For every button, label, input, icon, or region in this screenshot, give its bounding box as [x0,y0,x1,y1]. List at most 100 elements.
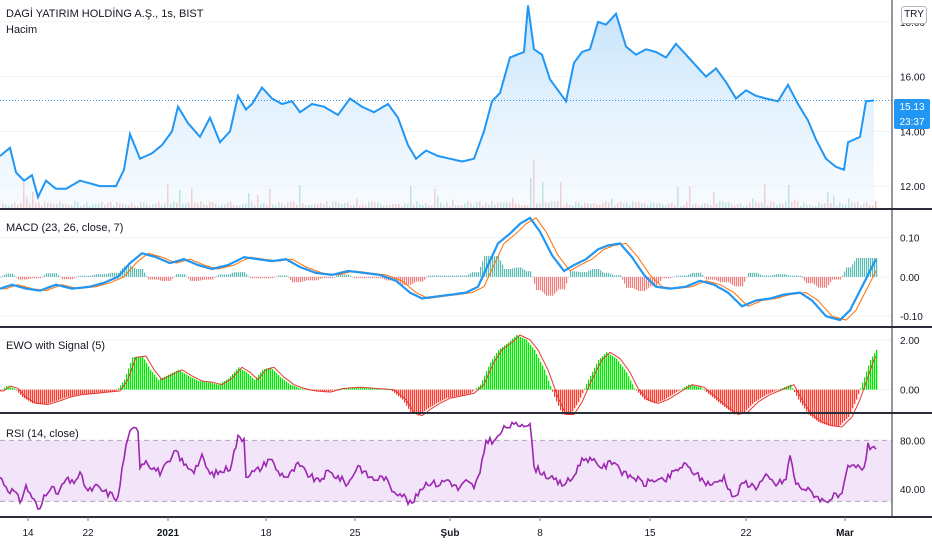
macd-histogram-bar [466,275,468,277]
macd-histogram-bar [676,275,678,277]
macd-histogram-bar [806,276,808,284]
ewo-bar [660,389,662,402]
ewo-bar [60,389,62,400]
ewo-bar [78,389,80,395]
macd-histogram-bar [290,276,292,281]
macd-histogram-bar [294,276,296,283]
ewo-bar [240,368,242,390]
ewo-bar [848,389,850,417]
ewo-bar [260,372,262,390]
macd-histogram-bar [422,276,424,282]
ewo-bar [262,369,264,390]
ewo-bar [608,353,610,390]
macd-histogram-bar [858,257,860,277]
macd-label[interactable]: MACD (23, 26, close, 7) [6,222,124,234]
macd-histogram-bar [228,274,230,277]
ewo-bar [80,389,82,395]
macd-histogram-bar [330,276,332,279]
macd-histogram-bar [62,276,64,280]
ewo-bar [596,363,598,390]
macd-histogram-bar [490,256,492,277]
ewo-bar [538,357,540,390]
macd-histogram-bar [226,274,228,277]
ewo-bar [374,388,376,390]
time-tick-label: 8 [537,528,543,539]
macd-histogram-bar [36,276,38,279]
macd-histogram-bar [566,276,568,284]
ewo-bar [422,389,424,413]
macd-histogram-bar [492,256,494,277]
macd-histogram-bar [410,276,412,285]
macd-histogram-bar [222,274,224,277]
macd-histogram-bar [828,276,830,285]
ewo-pane[interactable] [0,334,878,428]
macd-histogram-bar [678,275,680,277]
macd-histogram-bar [366,276,368,279]
macd-histogram-bar [672,276,674,278]
macd-histogram-bar [508,269,510,277]
rsi-pane[interactable] [0,421,892,511]
macd-histogram-bar [856,257,858,277]
macd-histogram-bar [780,274,782,277]
macd-pane[interactable] [0,216,878,322]
macd-histogram-bar [374,276,376,279]
ewo-bar [456,389,458,397]
ewo-bar [466,389,468,395]
macd-histogram-bar [164,276,166,281]
symbol-title[interactable]: DAGİ YATIRIM HOLDİNG A.Ş., 1s, BIST [6,8,204,20]
macd-histogram-bar [284,275,286,277]
macd-histogram-bar [562,276,564,290]
ewo-bar [368,388,370,390]
ewo-bar [54,389,56,402]
ewo-bar [500,348,502,390]
ewo-bar [446,389,448,399]
macd-histogram-bar [784,274,786,277]
macd-histogram-bar [308,276,310,281]
ewo-bar [248,374,250,390]
ewo-bar [246,372,248,390]
macd-histogram-bar [360,276,362,279]
ewo-bar [86,389,88,394]
macd-histogram-bar [748,272,750,277]
ewo-bar [496,352,498,390]
macd-histogram-bar [778,274,780,277]
price-pane[interactable] [0,5,892,209]
macd-histogram-bar [558,276,560,290]
macd-histogram-bar [144,272,146,277]
macd-histogram-bar [318,276,320,280]
ewo-bar [254,379,256,390]
rsi-label[interactable]: RSI (14, close) [6,428,79,440]
time-axis[interactable]: 14 22 2021 18 25 Şub 8 15 22 Mar [22,517,854,539]
macd-histogram-bar [406,276,408,285]
macd-histogram-bar [240,272,242,277]
macd-histogram-bar [108,273,110,277]
macd-histogram-bar [80,275,82,277]
macd-histogram-bar [588,271,590,277]
ewo-bar [358,387,360,390]
macd-histogram-bar [10,273,12,277]
macd-histogram-bar [150,276,152,280]
macd-histogram-bar [578,271,580,277]
volume-label[interactable]: Hacim [6,24,38,36]
ewo-bar [208,382,210,390]
macd-histogram-bar [800,275,802,277]
macd-histogram-bar [42,276,44,278]
macd-histogram-bar [494,256,496,277]
time-tick-label: 22 [82,528,94,539]
macd-histogram-bar [238,272,240,277]
macd-histogram-bar [106,273,108,277]
macd-histogram-bar [582,272,584,277]
ewo-bar [284,380,286,390]
ewo-bar [738,389,740,414]
macd-histogram-bar [66,276,68,280]
macd-histogram-bar [644,276,646,292]
macd-histogram-bar [340,274,342,277]
ewo-bar [64,389,66,398]
macd-histogram-bar [114,272,116,277]
currency-button[interactable]: TRY [901,6,927,24]
ewo-bar [584,388,586,390]
ewo-label[interactable]: EWO with Signal (5) [6,340,106,352]
macd-histogram-bar [160,276,162,281]
ewo-bar [180,371,182,390]
ewo-bar [330,389,332,392]
